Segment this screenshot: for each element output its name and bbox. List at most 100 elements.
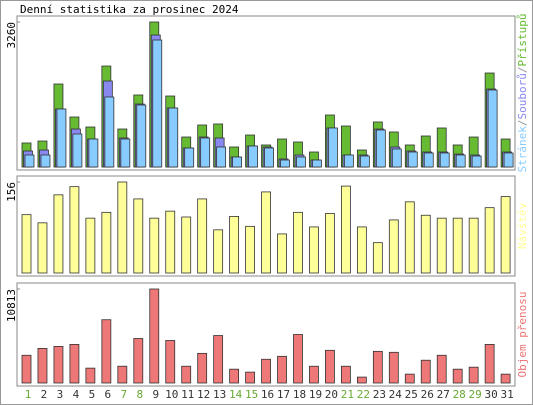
x-tick-label: 18 — [293, 388, 306, 401]
legend-separator: / — [516, 67, 529, 74]
x-tick-label: 28 — [453, 388, 466, 401]
bar — [197, 352, 208, 384]
bar — [69, 344, 80, 384]
panel — [16, 175, 516, 277]
bar — [136, 104, 147, 168]
legend: Objem přenosu — [516, 291, 529, 377]
legend: Návštěv — [516, 202, 529, 249]
bar — [213, 229, 224, 274]
bar — [104, 96, 115, 168]
x-tick-label: 11 — [181, 388, 194, 401]
bar — [216, 146, 227, 168]
bar — [420, 214, 431, 274]
bar — [296, 156, 306, 168]
x-tick-label: 23 — [373, 388, 386, 401]
bar — [484, 207, 495, 274]
bar — [165, 210, 176, 274]
x-tick-label: 13 — [213, 388, 226, 401]
bar — [277, 355, 287, 384]
bar — [420, 359, 431, 384]
bar — [503, 152, 514, 168]
bar — [181, 216, 192, 274]
x-tick-label: 29 — [469, 388, 482, 401]
bar — [372, 242, 383, 274]
bar — [261, 191, 271, 274]
bar — [133, 338, 144, 384]
bar — [40, 154, 51, 168]
bar — [487, 89, 498, 168]
bar — [229, 216, 240, 274]
legend: Stránek/Souborů/Přístupů — [516, 14, 529, 173]
legend-entry: Návštěv — [516, 202, 529, 249]
bar — [388, 351, 399, 384]
bar — [101, 211, 112, 274]
bar — [232, 156, 243, 168]
bar — [37, 348, 48, 384]
bar — [439, 152, 450, 168]
bar — [468, 366, 479, 384]
bar — [197, 198, 208, 274]
bar — [181, 365, 192, 384]
bar — [69, 186, 80, 274]
bar — [53, 194, 64, 274]
bar — [53, 346, 64, 384]
bar — [312, 159, 322, 168]
x-tick-label: 17 — [277, 388, 290, 401]
bar — [407, 151, 418, 168]
bar — [391, 148, 402, 168]
bar — [21, 354, 32, 384]
x-tick-label: 15 — [245, 388, 258, 401]
bar — [468, 217, 479, 274]
panel — [16, 282, 516, 387]
bar — [372, 350, 383, 384]
bar — [245, 371, 255, 384]
y-tick-label: 10813 — [5, 289, 18, 322]
bar — [452, 217, 463, 274]
x-tick-label: 26 — [421, 388, 434, 401]
bar — [117, 365, 128, 384]
bar — [149, 217, 160, 274]
bar — [56, 108, 67, 168]
bar — [340, 365, 351, 384]
bar — [325, 213, 335, 274]
x-tick-label: 1 — [25, 388, 32, 401]
legend-separator: / — [516, 119, 529, 126]
bar — [340, 185, 351, 274]
x-tick-label: 4 — [73, 388, 80, 401]
bar — [356, 226, 367, 274]
bar — [500, 196, 511, 274]
x-tick-label: 10 — [165, 388, 178, 401]
bar — [72, 133, 83, 168]
bar — [101, 319, 112, 384]
bar — [375, 129, 386, 168]
x-tick-label: 14 — [229, 388, 243, 401]
x-tick-label: 12 — [197, 388, 210, 401]
bar — [152, 39, 163, 168]
bar — [309, 226, 319, 274]
bar — [325, 349, 335, 384]
x-tick-label: 31 — [500, 388, 513, 401]
bar — [293, 211, 303, 274]
y-tick-label: 156 — [5, 182, 18, 202]
bar — [388, 219, 399, 274]
bar — [280, 159, 290, 168]
bar — [404, 373, 415, 384]
bar — [24, 154, 35, 168]
bar — [229, 368, 240, 384]
x-tick-label: 22 — [357, 388, 370, 401]
legend-entry: Stránek — [516, 126, 529, 173]
bar — [168, 107, 179, 168]
bar — [200, 137, 211, 168]
bar — [471, 155, 482, 168]
bar — [184, 147, 195, 168]
legend-entry: Přístupů — [516, 14, 529, 67]
x-tick-label: 5 — [89, 388, 96, 401]
bar — [436, 217, 447, 274]
x-tick-label: 2 — [41, 388, 48, 401]
bar — [455, 154, 466, 168]
x-tick-label: 6 — [105, 388, 112, 401]
x-tick-label: 21 — [341, 388, 354, 401]
bar — [21, 214, 32, 274]
bar — [293, 334, 303, 384]
